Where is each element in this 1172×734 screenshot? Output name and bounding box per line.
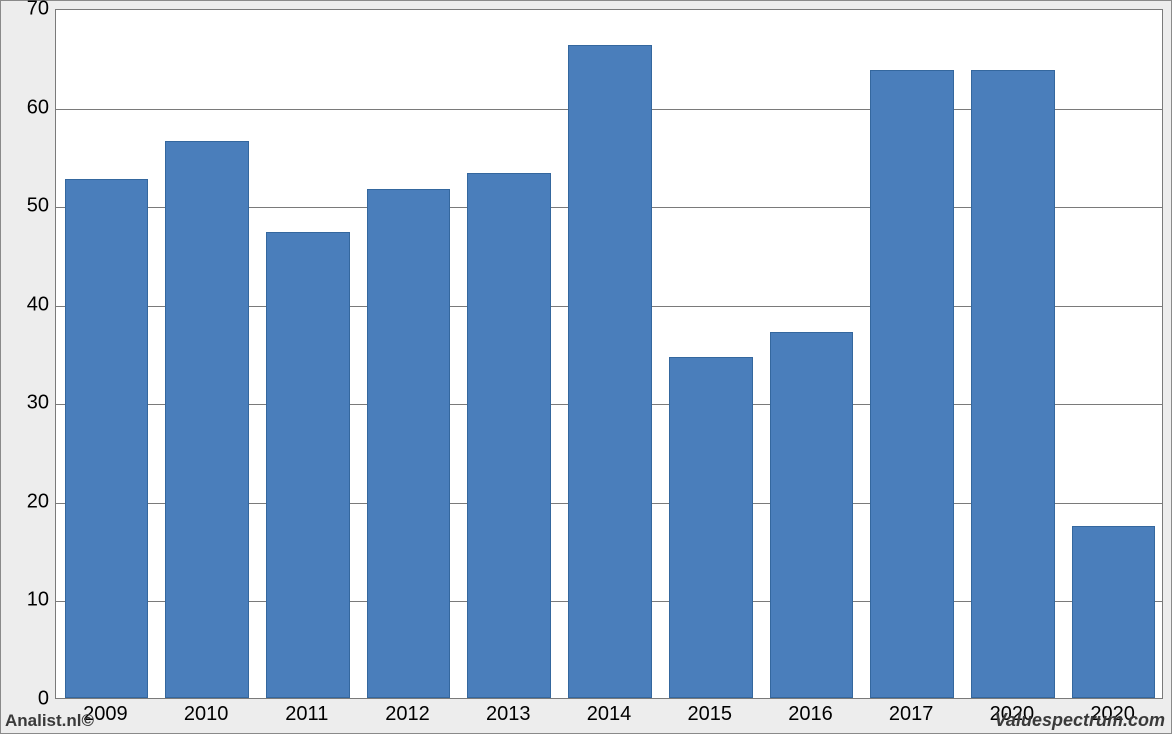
bar (669, 357, 753, 698)
bar (971, 70, 1055, 698)
bar (266, 232, 350, 698)
y-tick-label: 70 (5, 0, 49, 21)
y-tick-label: 30 (5, 392, 49, 415)
y-tick-label: 40 (5, 293, 49, 316)
x-tick-label: 2013 (486, 703, 531, 726)
y-tick-label: 20 (5, 490, 49, 513)
x-tick-label: 2015 (687, 703, 732, 726)
y-tick-label: 10 (5, 589, 49, 612)
bar (467, 173, 551, 698)
bar (568, 45, 652, 698)
bar (870, 70, 954, 698)
footer-left-label: Analist.nl© (5, 711, 94, 731)
y-tick-label: 0 (5, 688, 49, 711)
bar (770, 332, 854, 698)
x-tick-label: 2017 (889, 703, 934, 726)
x-tick-label: 2014 (587, 703, 632, 726)
chart-container: 010203040506070 200920102011201220132014… (0, 0, 1172, 734)
x-tick-label: 2010 (184, 703, 229, 726)
x-tick-label: 2011 (285, 703, 328, 726)
y-tick-label: 50 (5, 195, 49, 218)
x-tick-label: 2012 (385, 703, 430, 726)
plot-area (55, 9, 1163, 699)
bar (1072, 526, 1156, 699)
bar (65, 179, 149, 698)
y-tick-label: 60 (5, 96, 49, 119)
x-tick-label: 2016 (788, 703, 833, 726)
bar (165, 141, 249, 698)
footer-right-label: Valuespectrum.com (995, 710, 1165, 731)
bar (367, 189, 451, 698)
